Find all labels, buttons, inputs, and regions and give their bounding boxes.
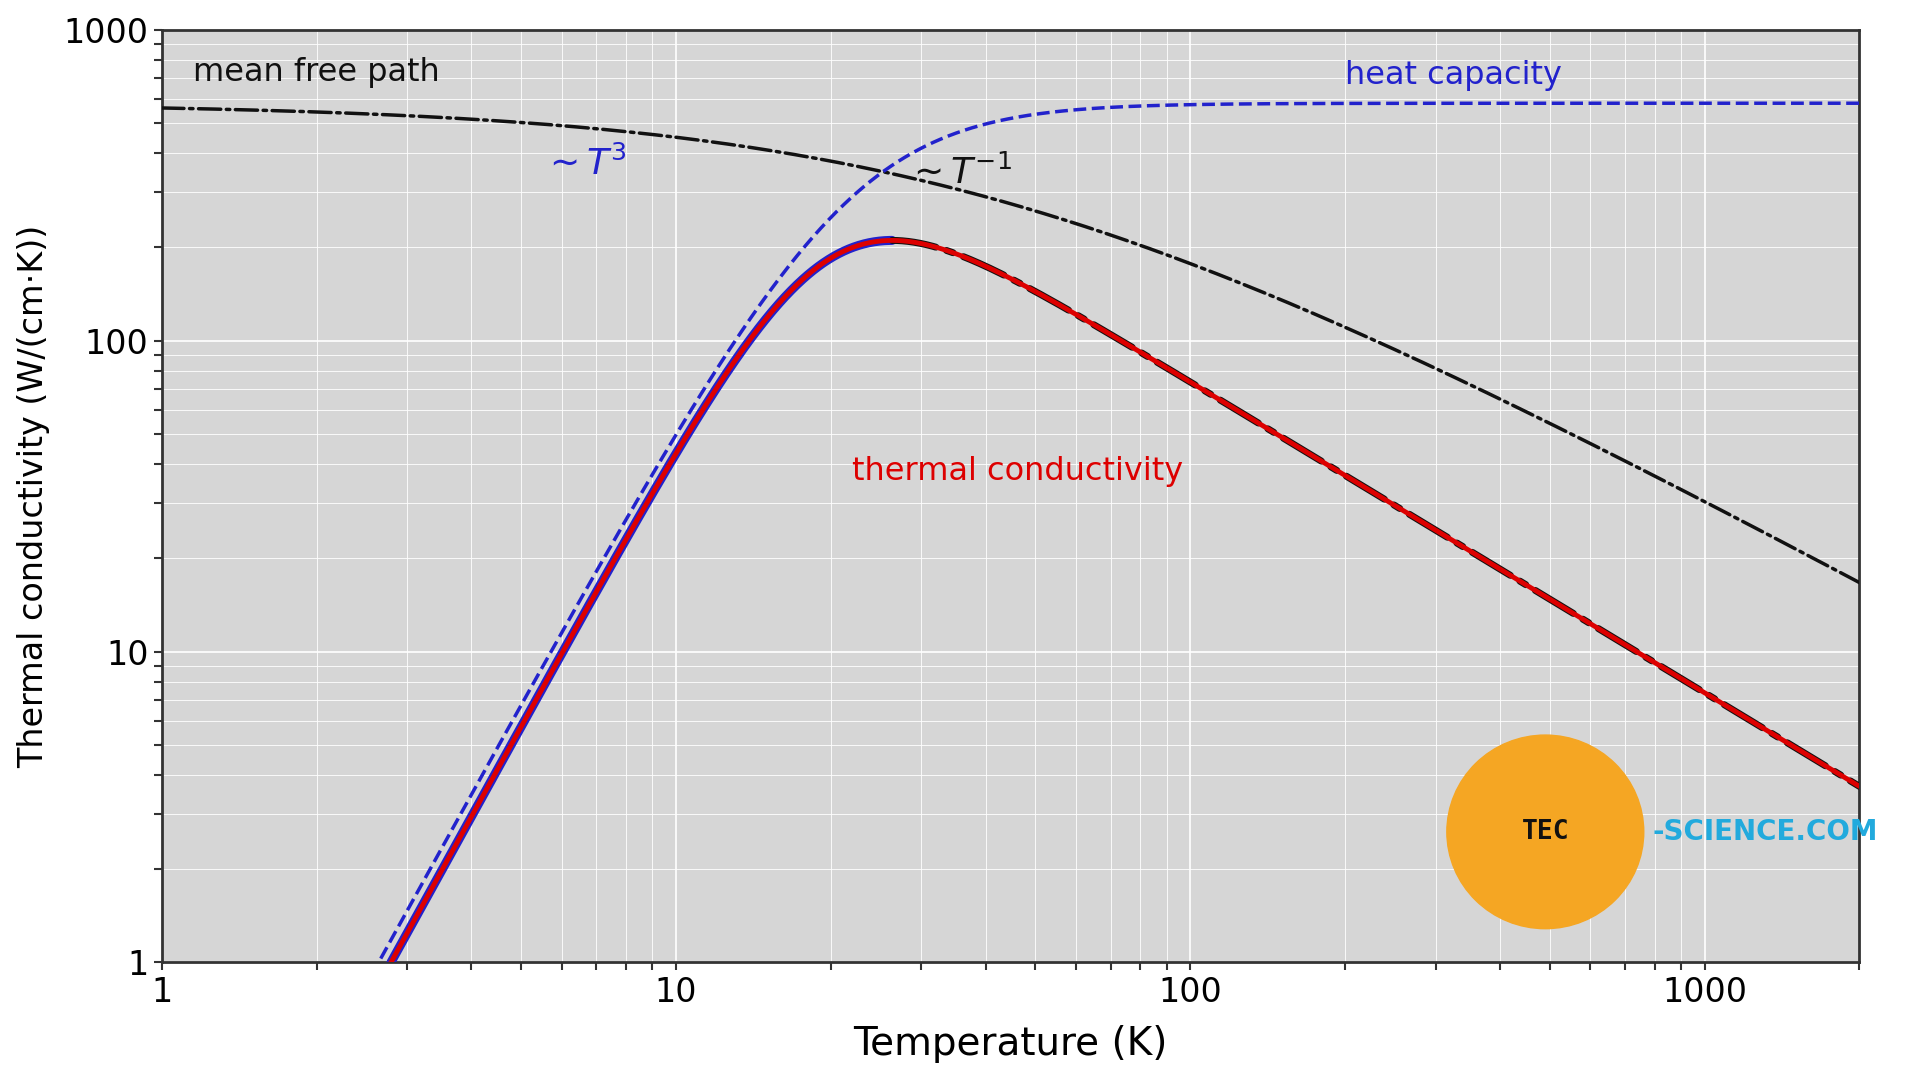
Text: -SCIENCE.COM: -SCIENCE.COM: [1653, 818, 1878, 846]
Text: $\sim\mathit{T}^{-1}$: $\sim\mathit{T}^{-1}$: [906, 154, 1012, 190]
Text: heat capacity: heat capacity: [1346, 60, 1563, 92]
Text: $\sim\mathit{T}^3$: $\sim\mathit{T}^3$: [543, 146, 628, 183]
X-axis label: Temperature (K): Temperature (K): [852, 1025, 1167, 1064]
Y-axis label: Thermal conductivity (W/(cm·K)): Thermal conductivity (W/(cm·K)): [17, 225, 50, 768]
Text: TEC: TEC: [1521, 819, 1569, 845]
Text: thermal conductivity: thermal conductivity: [852, 456, 1183, 487]
Ellipse shape: [1448, 735, 1644, 929]
Text: mean free path: mean free path: [194, 56, 440, 87]
